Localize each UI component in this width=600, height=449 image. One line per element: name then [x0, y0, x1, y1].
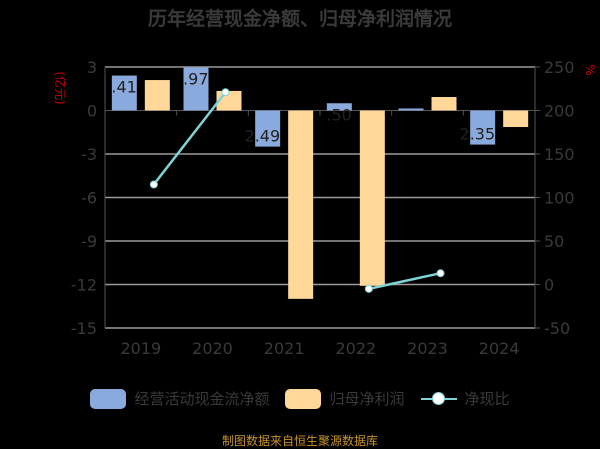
legend-item-ratio[interactable]: 净现比 [420, 388, 510, 409]
y-left-tick-label: 3 [87, 58, 97, 77]
legend: 经营活动现金流净额 归母净利润 净现比 [0, 388, 600, 409]
cash-flow-bar [398, 108, 424, 111]
legend-label-ratio: 净现比 [464, 390, 510, 408]
net-profit-bar [288, 110, 314, 299]
ratio-point [436, 269, 445, 278]
y-right-tick-label: 0 [544, 276, 554, 295]
x-tick-label: 2019 [120, 339, 161, 358]
ratio-point [149, 180, 158, 189]
y-left-tick-label: -15 [71, 319, 97, 338]
x-tick-label: 2021 [264, 339, 305, 358]
legend-item-net-profit[interactable]: 归母净利润 [285, 388, 405, 409]
ratio-point [364, 284, 373, 293]
cash-flow-swatch-icon [90, 388, 127, 409]
y-left-unit-label: (亿元) [53, 71, 68, 104]
cash-flow-value-label: .50 [326, 105, 351, 124]
cash-flow-value-label: .41 [111, 78, 136, 97]
cash-flow-bar [470, 110, 496, 145]
y-right-unit-label: % [583, 64, 597, 75]
y-left-tick-label: 0 [87, 102, 97, 121]
y-right-tick-label: 200 [544, 102, 575, 121]
cash-flow-value-label: .97 [183, 69, 208, 88]
net-profit-bar [359, 110, 385, 286]
y-left-tick-label: -6 [81, 189, 97, 208]
y-left-tick-label: -12 [71, 276, 97, 295]
y-left-tick-label: -3 [81, 145, 97, 164]
net-profit-bar [431, 97, 457, 111]
ratio-line-marker-icon [420, 389, 457, 409]
y-right-tick-label: 100 [544, 189, 575, 208]
chart-title: 历年经营现金净额、归母净利润情况 [147, 8, 452, 30]
y-right-tick-label: -50 [544, 319, 570, 338]
cash-flow-value-label: 2.49 [245, 127, 281, 146]
net-profit-swatch-icon [285, 388, 322, 409]
y-right-tick-label: 150 [544, 145, 575, 164]
y-right-tick-label: 250 [544, 58, 575, 77]
cash-flow-value-label: 2.35 [460, 125, 496, 144]
legend-label-net-profit: 归母净利润 [329, 390, 405, 408]
x-tick-label: 2022 [335, 339, 376, 358]
y-right-tick-label: 50 [544, 232, 564, 251]
ratio-point [221, 88, 230, 97]
cash-flow-bar [111, 75, 137, 111]
ratio-line-segment [152, 91, 227, 186]
legend-label-cash-flow: 经营活动现金流净额 [134, 390, 270, 408]
legend-item-cash-flow[interactable]: 经营活动现金流净额 [90, 388, 269, 409]
net-profit-bar [503, 110, 529, 128]
net-profit-bar [144, 80, 170, 111]
cash-flow-bar [255, 110, 281, 147]
cash-flow-bar [326, 103, 352, 111]
data-source-note: 制图数据来自恒生聚源数据库 [221, 434, 378, 448]
x-tick-label: 2023 [407, 339, 448, 358]
x-tick-label: 2024 [479, 339, 520, 358]
x-tick-label: 2020 [192, 339, 233, 358]
y-left-tick-label: -9 [81, 232, 97, 251]
ratio-line-segment [368, 271, 441, 291]
cash-flow-bar [183, 67, 209, 111]
